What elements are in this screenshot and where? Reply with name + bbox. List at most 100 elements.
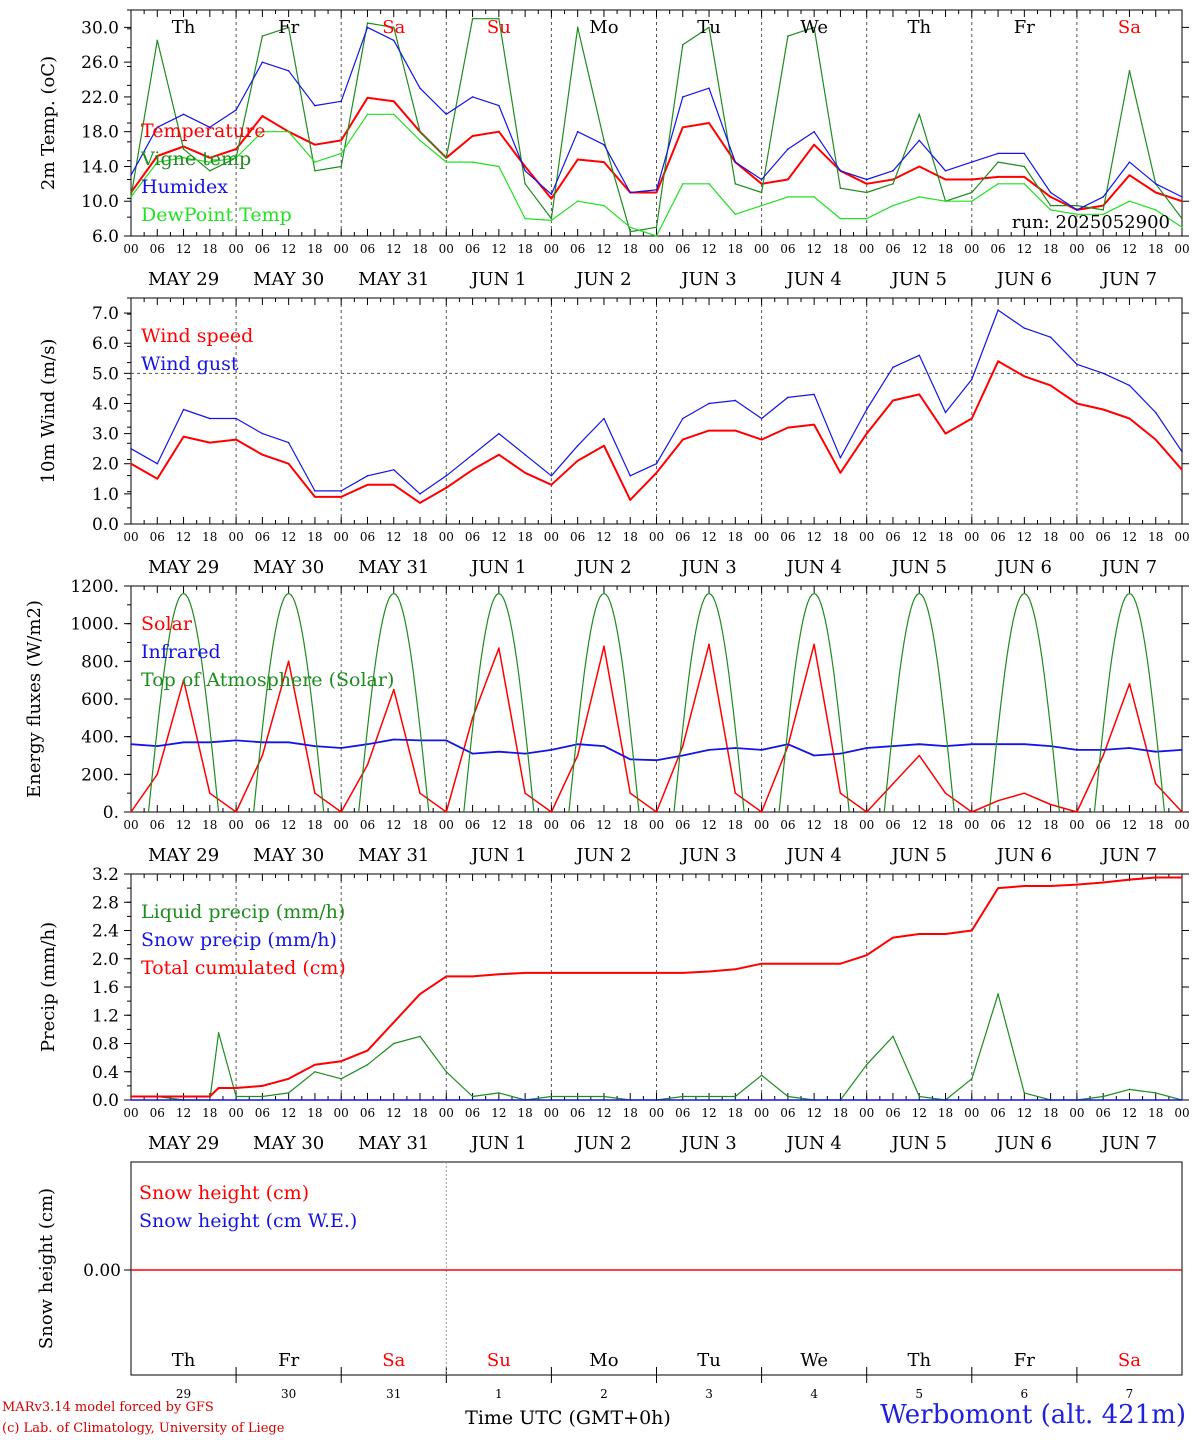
snow-precip-series-point bbox=[287, 1099, 290, 1101]
solar-series-point bbox=[892, 782, 894, 785]
legend-entry: Vigne temp bbox=[140, 148, 251, 170]
temp-series-temperature-point bbox=[708, 122, 710, 124]
wind-series-wind-gust-point bbox=[1102, 372, 1104, 375]
y-tick-label: 7.0 bbox=[92, 304, 119, 324]
hour-tick-label: 00 bbox=[123, 818, 138, 832]
solar-series-point bbox=[445, 811, 448, 813]
total-cumulated-series-point bbox=[1102, 881, 1104, 884]
hour-tick-label: 12 bbox=[1017, 530, 1032, 544]
hour-tick-label: 00 bbox=[123, 242, 138, 256]
hour-tick-label: 06 bbox=[675, 1106, 690, 1120]
hour-tick-label: 12 bbox=[912, 1106, 927, 1120]
temp-series-humidex-point bbox=[498, 104, 500, 107]
liquid-precip-series-point bbox=[787, 1095, 789, 1098]
hour-tick-label: 00 bbox=[334, 818, 349, 832]
day-label: MAY 30 bbox=[253, 269, 324, 290]
temp-series-dewpoint-temp-point bbox=[366, 113, 369, 116]
hour-tick-label: 00 bbox=[859, 530, 874, 544]
day-label: JUN 7 bbox=[1100, 557, 1157, 578]
solar-series-point bbox=[997, 799, 999, 802]
solar-series-point bbox=[392, 688, 395, 691]
day-label: JUN 4 bbox=[784, 269, 841, 290]
solar-series-point bbox=[209, 792, 211, 794]
liquid-precip-series-point bbox=[576, 1095, 579, 1098]
hour-tick-label: 18 bbox=[623, 818, 638, 832]
hour-tick-label: 12 bbox=[281, 242, 296, 256]
hour-tick-label: 06 bbox=[1096, 530, 1111, 544]
hour-tick-label: 12 bbox=[386, 818, 401, 832]
hour-tick-label: 18 bbox=[728, 530, 743, 544]
snow-precip-series-point bbox=[655, 1099, 658, 1101]
temp-series-dewpoint-temp-point bbox=[130, 196, 132, 198]
infrared-series-point bbox=[787, 743, 789, 745]
temp-series-humidex-point bbox=[971, 161, 973, 163]
temp-series-dewpoint-temp-point bbox=[1128, 200, 1131, 203]
hour-tick-label: 18 bbox=[517, 530, 532, 544]
day-label: JUN 7 bbox=[1100, 1133, 1157, 1154]
temp-series-temperature-point bbox=[655, 191, 658, 194]
day-label: JUN 5 bbox=[890, 269, 947, 290]
infrared-series-point bbox=[471, 752, 474, 755]
hour-tick-label: 06 bbox=[990, 530, 1005, 544]
day-label: JUN 5 bbox=[890, 845, 947, 866]
hour-tick-label: 06 bbox=[255, 818, 270, 832]
weekday-label: Su bbox=[487, 1350, 511, 1371]
solar-series-point bbox=[130, 811, 132, 813]
hour-tick-label: 00 bbox=[964, 818, 979, 832]
temp-series-temperature-point bbox=[681, 126, 684, 129]
hour-tick-label: 06 bbox=[675, 530, 690, 544]
hour-tick-label: 12 bbox=[281, 1106, 296, 1120]
infrared-series-point bbox=[445, 739, 448, 742]
temp-series-dewpoint-temp-point bbox=[498, 165, 500, 168]
snow-precip-series-point bbox=[340, 1099, 343, 1101]
hour-tick-label: 18 bbox=[1148, 818, 1163, 832]
snow-precip-series-point bbox=[1181, 1099, 1183, 1101]
hour-tick-label: 12 bbox=[807, 530, 822, 544]
hour-tick-label: 12 bbox=[1122, 242, 1137, 256]
liquid-precip-series-point bbox=[498, 1092, 500, 1094]
hour-tick-label: 00 bbox=[334, 242, 349, 256]
temp-series-dewpoint-temp-point bbox=[340, 152, 343, 155]
temp-series-humidex-point bbox=[445, 113, 448, 116]
hour-tick-label: 18 bbox=[1043, 242, 1058, 256]
snow-precip-series-point bbox=[576, 1099, 579, 1101]
hour-tick-label: 12 bbox=[701, 530, 716, 544]
hour-tick-label: 06 bbox=[465, 530, 480, 544]
day-number-label: 2 bbox=[600, 1387, 608, 1401]
y-axis-label: Energy fluxes (W/m2) bbox=[24, 600, 45, 798]
temp-series-humidex-point bbox=[156, 126, 159, 129]
day-label: MAY 31 bbox=[358, 269, 429, 290]
temp-series-temperature-point bbox=[760, 183, 763, 185]
hour-tick-label: 06 bbox=[885, 818, 900, 832]
temp-series-dewpoint-temp-point bbox=[1154, 209, 1157, 211]
temp-series-dewpoint-temp-point bbox=[1076, 213, 1078, 216]
day-number-label: 3 bbox=[705, 1387, 713, 1401]
wind-series-wind-gust-point bbox=[340, 490, 343, 492]
temp-series-dewpoint-temp-point bbox=[1181, 226, 1183, 229]
hour-tick-label: 12 bbox=[1017, 242, 1032, 256]
hour-tick-label: 06 bbox=[885, 1106, 900, 1120]
wind-series-wind-gust-point bbox=[1128, 384, 1131, 387]
temp-series-dewpoint-temp-point bbox=[287, 130, 290, 133]
temp-series-vigne-temp-point bbox=[1181, 217, 1183, 220]
infrared-series-point bbox=[1049, 745, 1052, 747]
temp-series-vigne-temp-point bbox=[865, 191, 868, 194]
temp-series-dewpoint-temp-point bbox=[1049, 209, 1052, 211]
snow-precip-series-point bbox=[314, 1099, 316, 1101]
solar-series-point bbox=[498, 647, 500, 649]
legend-entry: Snow precip (mm/h) bbox=[141, 929, 337, 951]
day-label: MAY 30 bbox=[253, 1133, 324, 1154]
wind-series-wind-speed-point bbox=[287, 462, 290, 465]
temp-series-dewpoint-temp-point bbox=[550, 219, 553, 222]
temp-series-vigne-temp-point bbox=[603, 139, 605, 142]
wind-series-wind-gust-point bbox=[603, 417, 605, 420]
temp-series-humidex-point bbox=[1128, 161, 1131, 163]
hour-tick-label: 00 bbox=[228, 818, 243, 832]
temp-series-humidex-point bbox=[261, 61, 264, 63]
temp-series-vigne-temp-point bbox=[971, 191, 973, 194]
temp-series-vigne-temp-point bbox=[813, 26, 815, 29]
day-number-label: 6 bbox=[1021, 1387, 1029, 1401]
snow-precip-series-point bbox=[839, 1099, 842, 1101]
solar-series-point bbox=[839, 792, 842, 794]
temp-series-humidex-point bbox=[839, 170, 842, 172]
